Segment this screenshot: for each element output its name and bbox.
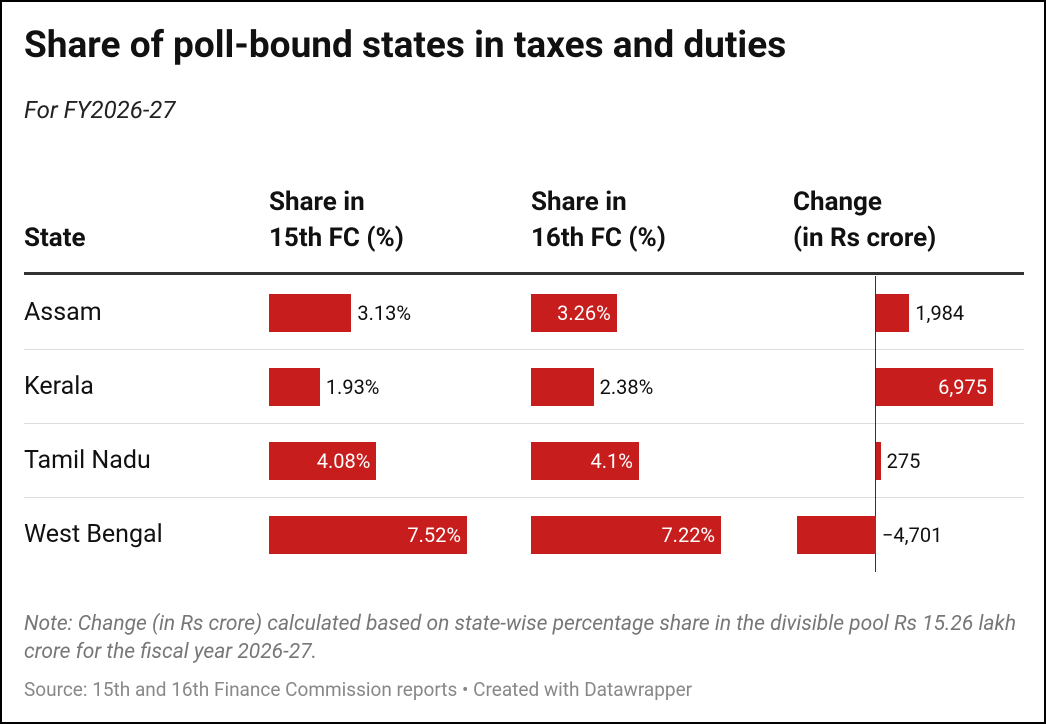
column-header: 15th FC (%) xyxy=(269,223,404,253)
chart-subtitle: For FY2026-27 xyxy=(24,96,176,124)
value-label: −4,701 xyxy=(882,523,943,547)
zero-line xyxy=(875,276,876,572)
row-rule xyxy=(24,349,1024,350)
header-rule xyxy=(24,272,1024,275)
column-header: State xyxy=(24,223,86,253)
row-label: Assam xyxy=(24,298,102,327)
value-label: 3.26% xyxy=(557,301,611,325)
value-label: 7.52% xyxy=(407,523,461,547)
bar xyxy=(531,294,617,332)
column-header: Change xyxy=(793,187,882,217)
bar xyxy=(531,516,722,554)
row-rule xyxy=(24,423,1024,424)
bar xyxy=(876,442,881,480)
note: Note: Change (in Rs crore) calculated ba… xyxy=(24,612,1017,664)
value-label: 1.93% xyxy=(325,375,380,399)
bar xyxy=(269,368,320,406)
value-label: 7.22% xyxy=(661,523,716,547)
value-label: 3.13% xyxy=(357,301,412,325)
value-label: 4.08% xyxy=(316,449,371,473)
bar xyxy=(797,516,876,554)
bar xyxy=(876,294,910,332)
column-header: Share in xyxy=(269,187,365,217)
row-rule xyxy=(24,497,1024,498)
column-header: (in Rs crore) xyxy=(793,223,937,253)
row-label: Kerala xyxy=(24,372,94,401)
row-label: West Bengal xyxy=(24,520,163,549)
value-label: 4.1% xyxy=(590,449,633,473)
bar xyxy=(876,368,993,406)
value-label: 2.38% xyxy=(599,375,654,399)
column-header: Share in xyxy=(531,187,627,217)
value-label: 6,975 xyxy=(938,375,987,399)
bar xyxy=(531,368,594,406)
bar xyxy=(531,442,639,480)
bar xyxy=(269,442,377,480)
chart-title: Share of poll-bound states in taxes and … xyxy=(24,24,787,67)
column-header: 16th FC (%) xyxy=(531,223,666,253)
value-label: 1,984 xyxy=(915,301,965,325)
row-label: Tamil Nadu xyxy=(24,446,151,475)
bar xyxy=(269,516,467,554)
bar xyxy=(269,294,352,332)
value-label: 275 xyxy=(886,449,921,473)
source: Source: 15th and 16th Finance Commission… xyxy=(24,678,693,701)
